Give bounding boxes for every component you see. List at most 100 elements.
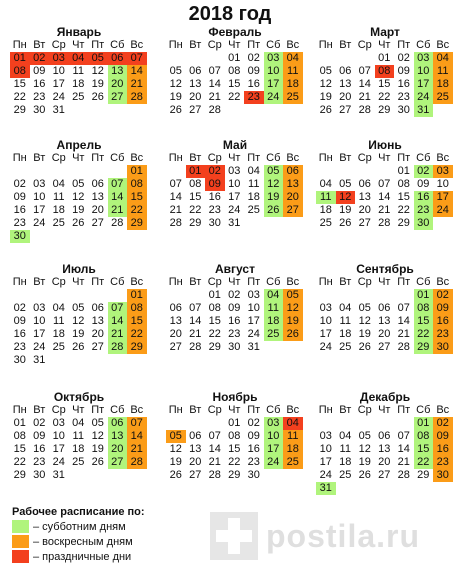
weekday-header: Вт bbox=[339, 276, 352, 288]
day-cell: 29 bbox=[189, 217, 202, 229]
day-cell: 26 bbox=[283, 328, 303, 341]
day-cell: 22 bbox=[413, 328, 433, 341]
day-cell: 07 bbox=[208, 430, 221, 442]
day-cell: 21 bbox=[378, 204, 391, 216]
day-cell: 30 bbox=[208, 217, 221, 229]
day-cell: 19 bbox=[283, 315, 303, 328]
day-cell: 14 bbox=[127, 430, 147, 443]
month-name: Январь bbox=[56, 25, 102, 39]
day-cell: 07 bbox=[169, 178, 182, 190]
day-cell: 05 bbox=[169, 65, 182, 77]
day-cell: 14 bbox=[397, 315, 410, 327]
day-cell: 03 bbox=[319, 430, 332, 442]
month-name: Июль bbox=[62, 262, 96, 276]
day-cell: 02 bbox=[13, 178, 26, 190]
weekday-header: Сб bbox=[110, 276, 125, 288]
day-cell: 01 bbox=[10, 52, 30, 65]
weekday-header: Сб bbox=[110, 404, 125, 416]
empty-cell bbox=[375, 289, 395, 302]
day-cell: 18 bbox=[319, 204, 332, 216]
day-cell: 31 bbox=[228, 217, 241, 229]
day-cell: 09 bbox=[247, 65, 260, 77]
day-cell: 22 bbox=[397, 204, 410, 216]
day-cell: 22 bbox=[228, 456, 241, 468]
day-cell: 19 bbox=[91, 78, 104, 90]
day-cell: 21 bbox=[397, 328, 410, 340]
day-cell: 11 bbox=[72, 65, 84, 77]
day-cell: 04 bbox=[52, 302, 65, 314]
day-cell: 14 bbox=[127, 65, 147, 78]
day-cell: 12 bbox=[283, 302, 303, 315]
day-cell: 29 bbox=[13, 469, 26, 481]
empty-cell bbox=[49, 289, 69, 302]
day-cell: 19 bbox=[169, 91, 182, 103]
day-cell: 28 bbox=[208, 469, 221, 481]
day-cell: 26 bbox=[358, 341, 371, 353]
day-cell: 31 bbox=[52, 469, 65, 481]
day-cell: 05 bbox=[72, 178, 85, 190]
empty-cell bbox=[355, 417, 375, 430]
day-cell: 24 bbox=[247, 328, 260, 340]
weekday-header: Пт bbox=[247, 39, 261, 51]
day-cell: 24 bbox=[413, 91, 433, 104]
day-cell: 20 bbox=[339, 91, 352, 103]
day-cell: 13 bbox=[91, 191, 104, 203]
day-cell: 03 bbox=[413, 52, 433, 65]
day-cell: 18 bbox=[283, 78, 303, 91]
day-cell: 01 bbox=[228, 52, 241, 64]
month-grid: Пн Вт Ср Чт Пт Сб Вс 01 02 03 04 05 06 07 08 09 10 11 12 13… bbox=[316, 152, 454, 230]
day-cell: 30 bbox=[33, 469, 46, 481]
day-cell: 06 bbox=[378, 430, 391, 442]
day-cell: 30 bbox=[247, 469, 260, 481]
weekday-header: Пн bbox=[318, 404, 333, 416]
month-grid: Пн Вт Ср Чт Пт Сб Вс 01 02 03 04 05 06 07 08 09 10 11 12 13… bbox=[166, 39, 304, 117]
day-cell: 15 bbox=[208, 315, 221, 327]
day-cell: 27 bbox=[91, 217, 104, 229]
empty-cell bbox=[108, 289, 128, 302]
day-cell: 20 bbox=[91, 328, 104, 340]
weekday-header: Ср bbox=[357, 152, 372, 164]
day-cell: 27 bbox=[358, 217, 371, 229]
empty-cell bbox=[166, 52, 186, 65]
day-cell: 22 bbox=[378, 91, 391, 103]
weekday-header: Чт bbox=[378, 152, 391, 164]
day-cell: 10 bbox=[263, 430, 283, 443]
day-cell: 25 bbox=[263, 328, 283, 341]
empty-cell bbox=[375, 417, 395, 430]
day-cell: 24 bbox=[33, 217, 46, 229]
day-cell: 20 bbox=[189, 456, 202, 468]
day-cell: 23 bbox=[13, 341, 26, 353]
day-cell: 17 bbox=[319, 328, 332, 340]
day-cell: 15 bbox=[189, 191, 202, 203]
month-name: Декабрь bbox=[359, 390, 411, 404]
day-cell: 02 bbox=[33, 417, 46, 429]
weekday-header: Пт bbox=[91, 152, 105, 164]
weekday-header: Сб bbox=[416, 39, 431, 51]
day-cell: 21 bbox=[189, 328, 202, 340]
weekday-header: Вс bbox=[436, 404, 450, 416]
day-cell: 27 bbox=[107, 91, 127, 104]
day-cell: 02 bbox=[247, 417, 260, 429]
weekday-header: Сб bbox=[266, 39, 281, 51]
month-name: Сентябрь bbox=[356, 262, 414, 276]
day-cell: 03 bbox=[52, 417, 65, 429]
day-cell: 02 bbox=[29, 52, 49, 65]
month-block: Февраль Пн Вт Ср Чт Пт Сб Вс 01 02 03 04 05 06 07 08 09 1… bbox=[166, 25, 304, 117]
day-cell: 03 bbox=[247, 289, 260, 301]
weekday-header: Вс bbox=[130, 39, 144, 51]
weekday-header: Вт bbox=[33, 152, 46, 164]
weekday-header: Пн bbox=[318, 152, 333, 164]
day-cell: 07 bbox=[107, 302, 127, 315]
empty-cell bbox=[355, 165, 375, 178]
day-cell: 25 bbox=[433, 91, 453, 104]
day-cell: 27 bbox=[283, 204, 303, 217]
weekday-header: Чт bbox=[228, 404, 241, 416]
day-cell: 16 bbox=[228, 315, 241, 327]
day-cell: 06 bbox=[91, 178, 104, 190]
day-cell: 02 bbox=[397, 52, 410, 64]
month-name: Март bbox=[370, 25, 400, 39]
month-name: Ноябрь bbox=[212, 390, 258, 404]
day-cell: 09 bbox=[228, 302, 241, 314]
month-block: Май Пн Вт Ср Чт Пт Сб Вс 01 02 03 04 05 06 07 08 09 10 11 1… bbox=[166, 138, 304, 230]
day-cell: 29 bbox=[127, 217, 147, 230]
